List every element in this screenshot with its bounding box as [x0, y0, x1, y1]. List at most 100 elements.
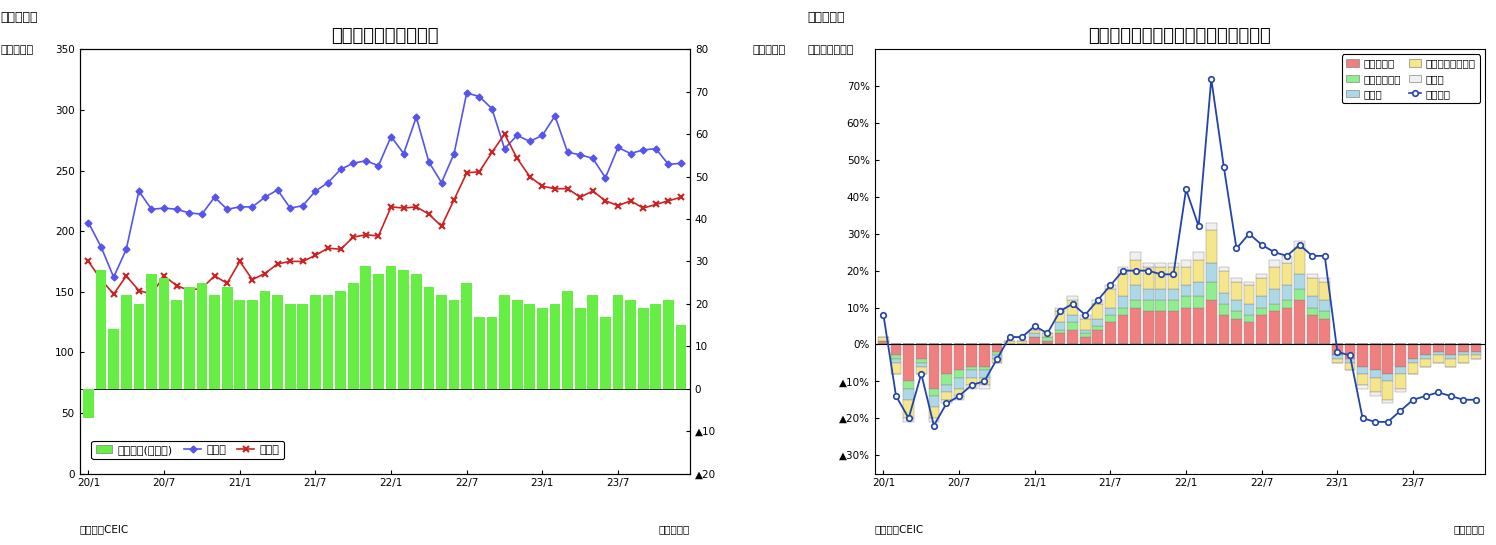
- Bar: [1370, 344, 1381, 370]
- Bar: [1331, 359, 1343, 363]
- Bar: [1219, 315, 1230, 344]
- Bar: [1055, 322, 1065, 330]
- Bar: [1092, 304, 1103, 319]
- Bar: [1131, 286, 1141, 300]
- Bar: [1294, 241, 1305, 249]
- Bar: [1257, 315, 1267, 344]
- Bar: [1067, 330, 1079, 344]
- Bar: [221, 287, 232, 389]
- Bar: [1471, 344, 1481, 352]
- Bar: [1257, 274, 1267, 278]
- Bar: [1319, 319, 1330, 344]
- Bar: [1168, 311, 1179, 344]
- Bar: [1396, 367, 1406, 374]
- Bar: [1445, 344, 1456, 355]
- Bar: [904, 389, 914, 399]
- Bar: [96, 270, 106, 389]
- Bar: [1408, 344, 1418, 359]
- Bar: [1194, 282, 1204, 296]
- Bar: [1106, 315, 1116, 322]
- Bar: [574, 308, 585, 389]
- Bar: [461, 283, 473, 389]
- Bar: [1067, 296, 1079, 300]
- Bar: [1106, 289, 1116, 307]
- Bar: [663, 300, 673, 389]
- Bar: [1194, 296, 1204, 307]
- Text: （億ドル）: （億ドル）: [0, 45, 33, 55]
- Bar: [1308, 278, 1318, 296]
- Bar: [1433, 344, 1444, 352]
- Bar: [625, 300, 636, 389]
- Bar: [651, 304, 661, 389]
- Bar: [1092, 326, 1103, 330]
- Bar: [398, 270, 408, 389]
- Bar: [1294, 249, 1305, 274]
- Bar: [247, 300, 257, 389]
- Bar: [1243, 322, 1255, 344]
- Bar: [1357, 385, 1367, 389]
- Bar: [1459, 352, 1469, 355]
- Bar: [1345, 344, 1355, 359]
- Bar: [1396, 389, 1406, 392]
- Bar: [941, 374, 951, 385]
- Bar: [954, 378, 965, 389]
- Bar: [1357, 367, 1367, 374]
- Bar: [474, 317, 485, 389]
- Bar: [966, 378, 977, 385]
- Bar: [1396, 344, 1406, 367]
- Bar: [1194, 252, 1204, 259]
- Bar: [1459, 355, 1469, 363]
- Bar: [1231, 278, 1242, 282]
- Bar: [1269, 311, 1279, 344]
- Bar: [133, 304, 144, 389]
- Bar: [1382, 399, 1393, 403]
- Bar: [184, 287, 194, 389]
- Bar: [1194, 307, 1204, 344]
- Bar: [1231, 311, 1242, 319]
- Bar: [1345, 359, 1355, 363]
- Bar: [978, 344, 990, 367]
- Bar: [992, 344, 1002, 352]
- Bar: [1029, 337, 1040, 344]
- Bar: [423, 287, 434, 389]
- Bar: [1257, 307, 1267, 315]
- Bar: [411, 274, 422, 389]
- Bar: [1282, 286, 1293, 300]
- Bar: [1118, 307, 1128, 315]
- Bar: [613, 295, 624, 389]
- Bar: [600, 317, 610, 389]
- Y-axis label: （億ドル）: （億ドル）: [752, 45, 785, 55]
- Bar: [1420, 355, 1432, 359]
- Bar: [1155, 267, 1167, 289]
- Bar: [537, 308, 548, 389]
- Bar: [966, 344, 977, 367]
- Bar: [235, 300, 245, 389]
- Bar: [1206, 223, 1216, 230]
- Bar: [172, 300, 183, 389]
- Text: （資料）CEIC: （資料）CEIC: [875, 524, 925, 535]
- Bar: [1319, 278, 1330, 282]
- Bar: [1131, 252, 1141, 259]
- Bar: [1331, 355, 1343, 359]
- Bar: [1243, 315, 1255, 322]
- Bar: [1055, 330, 1065, 334]
- Bar: [992, 355, 1002, 359]
- Bar: [1143, 311, 1153, 344]
- Text: （年／月）: （年／月）: [1454, 524, 1486, 535]
- Bar: [929, 344, 939, 389]
- Bar: [1319, 282, 1330, 300]
- Bar: [637, 308, 649, 389]
- Bar: [1471, 355, 1481, 359]
- Bar: [1445, 355, 1456, 359]
- Bar: [525, 304, 536, 389]
- Bar: [1168, 267, 1179, 289]
- Bar: [954, 344, 965, 370]
- Bar: [904, 399, 914, 418]
- Bar: [1043, 334, 1053, 337]
- Bar: [916, 367, 926, 374]
- Bar: [1269, 259, 1279, 267]
- Bar: [1257, 278, 1267, 296]
- Bar: [562, 291, 573, 389]
- Bar: [904, 344, 914, 382]
- Bar: [209, 295, 220, 389]
